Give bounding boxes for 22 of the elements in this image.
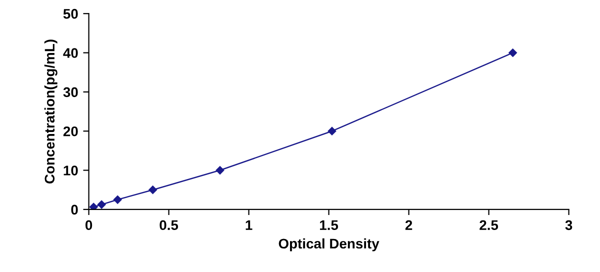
point xyxy=(97,200,106,209)
y-tick-label: 10 xyxy=(64,166,78,176)
x-tick-label: 2 xyxy=(405,220,412,230)
y-tick-label: 40 xyxy=(63,48,78,58)
x-tick-label: 1 xyxy=(246,220,252,230)
y-axis-title: Concentration(pg/mL) xyxy=(44,40,58,184)
x-tick-label: 0.5 xyxy=(160,220,178,230)
x-tick-label: 1.5 xyxy=(320,220,338,230)
y-tick-label: 30 xyxy=(63,87,78,98)
point xyxy=(89,202,98,210)
point xyxy=(148,186,157,194)
y-tick-label: 50 xyxy=(63,8,78,19)
x-axis-title: Optical Density xyxy=(278,238,380,252)
x-tick-label: 3 xyxy=(565,220,572,230)
x-tick-label: 2.5 xyxy=(480,220,498,230)
y-tick-label: 0 xyxy=(71,204,78,215)
y-tick-label: 20 xyxy=(63,126,78,136)
point xyxy=(113,196,122,204)
point xyxy=(328,126,336,136)
point xyxy=(508,48,517,57)
point xyxy=(216,166,224,174)
x-tick-label: 0 xyxy=(85,220,92,230)
